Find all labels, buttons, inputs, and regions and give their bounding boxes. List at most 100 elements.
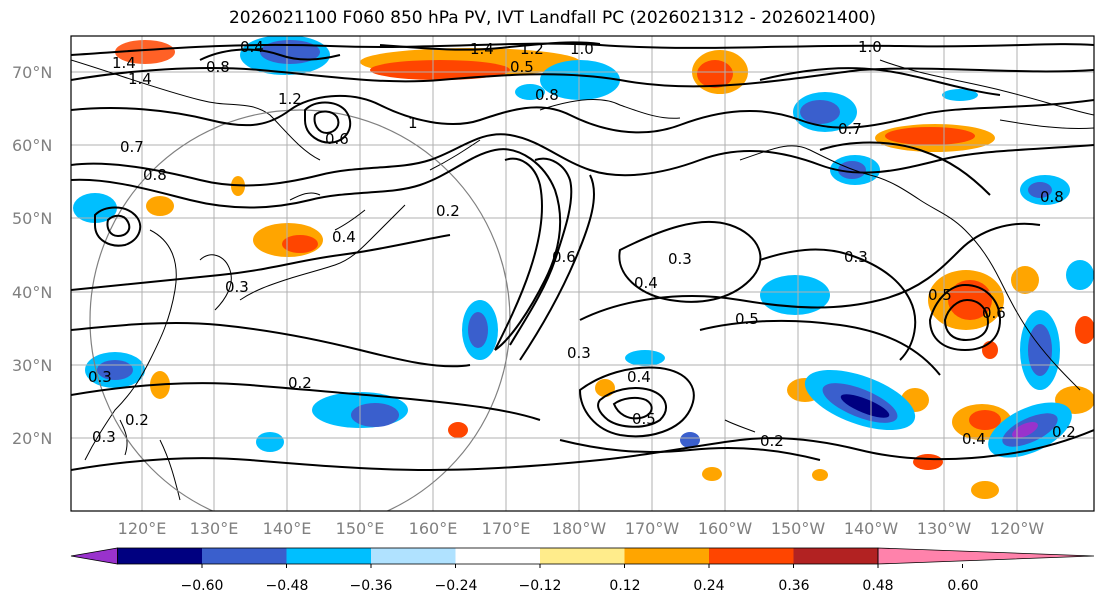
contour-label: 0.5: [735, 310, 759, 328]
pv-positive-patch: [969, 410, 1001, 430]
longitude-labels: 120°E 130°E 140°E 150°E 160°E 170°E 180°…: [118, 519, 1045, 538]
lat-label: 60°N: [12, 136, 52, 155]
pv-positive-patch: [115, 40, 175, 64]
contour-label: 1.4: [128, 70, 152, 88]
pv-negative-patch: [468, 312, 488, 348]
contour-label: 0.6: [982, 304, 1006, 322]
pv-positive-patch: [1075, 316, 1094, 344]
pv-negative-patch: [1066, 260, 1094, 290]
colorbar-segment: [455, 548, 541, 564]
contour-label: 1.0: [570, 40, 594, 58]
contour-label: 1.2: [520, 40, 544, 58]
pv-negative-patch: [840, 394, 890, 418]
contour-labels: 1.4 1.2 1.0 1.0 1.4 1.4 0.8 0.4 1.2 1 0.…: [88, 38, 1076, 450]
pv-negative-patch: [351, 403, 399, 427]
colorbar-segment: [117, 548, 203, 564]
contour-label: 0.3: [225, 278, 249, 296]
colorbar-ticks: −0.60 −0.48 −0.36 −0.24 −0.12 0.12 0.24 …: [181, 578, 979, 594]
contour-label: 0.2: [760, 432, 784, 450]
colorbar-tick-label: −0.12: [519, 578, 562, 594]
contour-label: 1.4: [112, 54, 136, 72]
colorbar-tick-label: −0.60: [181, 578, 224, 594]
pv-negative-patch: [1028, 324, 1052, 376]
pv-negative-patch: [256, 432, 284, 452]
pv-negative-patch: [625, 350, 665, 366]
contour-label: 0.8: [1040, 188, 1064, 206]
contour-label: 0.5: [632, 410, 656, 428]
pv-positive-patch: [885, 127, 975, 145]
contour-label: 0.2: [436, 202, 460, 220]
contour-label: 0.8: [143, 166, 167, 184]
colorbar-tick-label: 0.48: [862, 578, 893, 594]
colorbar-border: [117, 547, 879, 565]
contour-label: 1.0: [858, 38, 882, 56]
pv-negative-patch: [838, 161, 866, 179]
pv-negative-patch: [73, 193, 117, 223]
lon-label: 150°E: [336, 519, 385, 538]
contour-label: 0.6: [552, 248, 576, 266]
contour-label: 0.7: [120, 138, 144, 156]
coastlines: [71, 59, 1094, 501]
contour-label: 0.2: [1052, 423, 1076, 441]
lat-label: 40°N: [12, 283, 52, 302]
lon-label: 120°W: [990, 519, 1045, 538]
contour-label: 1: [408, 114, 418, 132]
lat-label: 20°N: [12, 429, 52, 448]
contour-label: 0.4: [962, 430, 986, 448]
pv-positive-patch: [595, 379, 615, 397]
pv-negative-patch: [540, 60, 620, 100]
pv-negative-patch: [760, 275, 830, 315]
map-frame: [70, 35, 1095, 512]
colorbar-tick-label: 0.60: [947, 578, 978, 594]
pv-negative-patch: [1028, 182, 1052, 198]
contour-label: 0.6: [325, 130, 349, 148]
graticule: [71, 36, 1094, 511]
colorbar-segment: [793, 548, 879, 564]
pv-positive-patch: [702, 467, 722, 481]
contour-label: 0.3: [567, 344, 591, 362]
colorbar-segment: [709, 548, 794, 564]
contour-label: 0.5: [510, 58, 534, 76]
colorbar-tick-label: 0.24: [693, 578, 724, 594]
pv-positive-patch: [913, 454, 943, 470]
contour-label: 0.2: [288, 374, 312, 392]
contour-label: 1.4: [470, 40, 494, 58]
colorbar-segment: [286, 548, 372, 564]
lon-label: 150°W: [771, 519, 826, 538]
lon-label: 170°E: [482, 519, 531, 538]
contour-label: 1.2: [278, 90, 302, 108]
contour-label: 0.8: [535, 86, 559, 104]
pv-positive-patch: [1011, 266, 1039, 294]
colorbar-segment: [540, 548, 625, 564]
contour-label: 0.8: [206, 58, 230, 76]
colorbar-tick-label: 0.36: [778, 578, 809, 594]
contour-label: 0.4: [627, 368, 651, 386]
colorbar-tick-label: −0.24: [435, 578, 478, 594]
contour-label: 0.4: [332, 228, 356, 246]
pv-negative-patch: [800, 100, 840, 124]
pv-positive-patch: [282, 235, 318, 253]
lon-label: 120°E: [118, 519, 167, 538]
colorbar-extend-high: [877, 547, 1095, 565]
contour-label: 0.4: [240, 38, 264, 56]
pv-negative-patch: [942, 89, 978, 101]
contour-label: 0.4: [634, 274, 658, 292]
contour-label: 0.2: [125, 411, 149, 429]
colorbar: [70, 547, 1095, 568]
lon-label: 140°W: [844, 519, 899, 538]
lon-label: 160°E: [409, 519, 458, 538]
pv-negative-patch: [1012, 421, 1038, 439]
pv-positive-patch: [971, 481, 999, 499]
contour-label: 0.3: [844, 248, 868, 266]
colorbar-tick-label: 0.12: [609, 578, 640, 594]
map-title: 2026021100 F060 850 hPa PV, IVT Landfall…: [228, 8, 876, 28]
pv-positive-patch: [448, 422, 468, 438]
lon-label: 160°W: [698, 519, 753, 538]
colorbar-segment: [202, 548, 287, 564]
lon-label: 130°E: [190, 519, 239, 538]
map-background: [71, 36, 1094, 511]
lon-label: 130°W: [917, 519, 972, 538]
pv-positive-patch: [146, 196, 174, 216]
pv-negative-patch: [515, 84, 545, 100]
